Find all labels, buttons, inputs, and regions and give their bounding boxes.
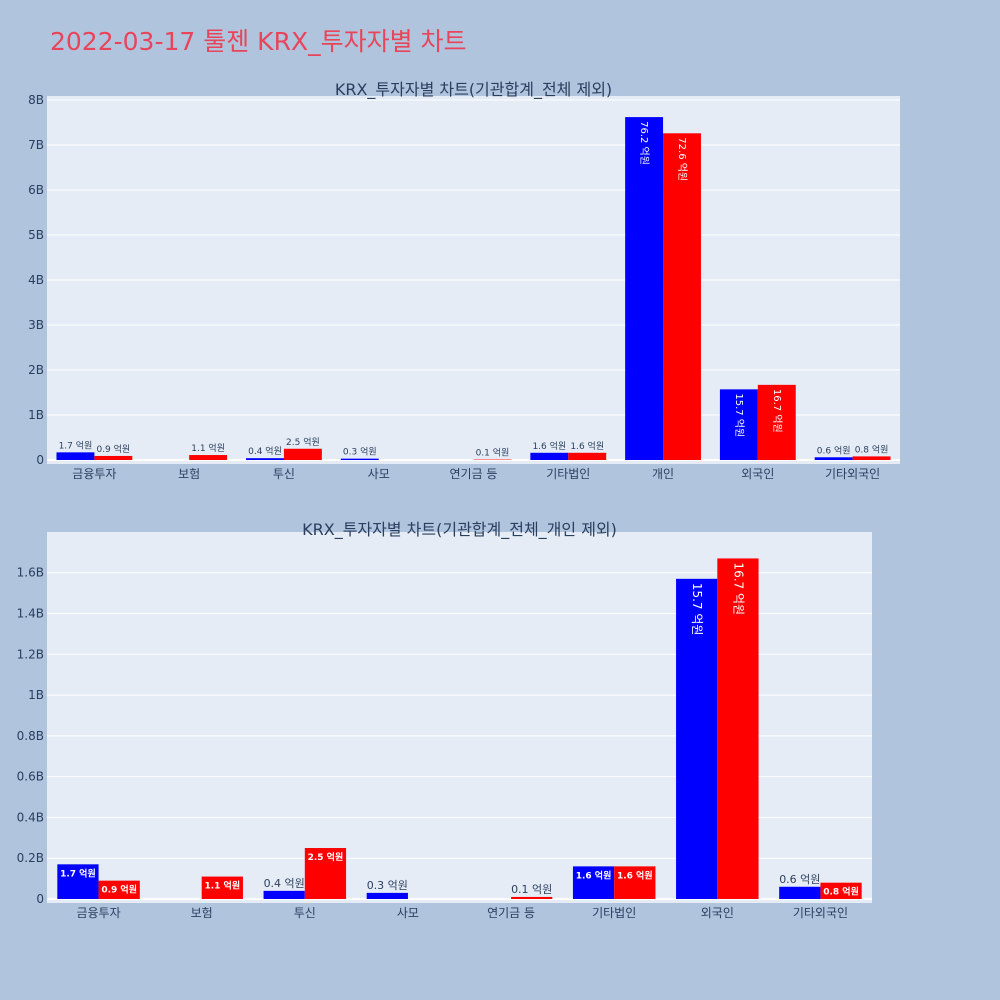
- data-label: 0.3 억원: [343, 446, 377, 458]
- x-tick-label: 기타외국인: [793, 906, 848, 920]
- data-label: 0.1 억원: [476, 447, 510, 459]
- data-label: 0.8 억원: [823, 886, 859, 898]
- bar-buy: [340, 458, 379, 460]
- bar-buy: [56, 452, 95, 460]
- bar-sell: [614, 866, 656, 899]
- bar-sell: [283, 448, 322, 460]
- bar-sell: [189, 455, 228, 460]
- x-tick-label: 외국인: [701, 906, 734, 920]
- bar-sell: [201, 876, 243, 899]
- y-tick-label: 3B: [28, 318, 44, 332]
- bar-sell: [663, 133, 701, 461]
- x-tick-label: 사모: [368, 467, 390, 481]
- data-label: 2.5 억원: [286, 436, 320, 448]
- y-tick-label: 1B: [28, 688, 44, 702]
- y-tick-label: 2B: [28, 363, 44, 377]
- data-label: 0.4 억원: [248, 445, 282, 457]
- x-tick-label: 금융투자: [76, 906, 120, 920]
- x-tick-label: 외국인: [741, 467, 774, 481]
- data-label: 1.6 억원: [570, 440, 604, 452]
- data-label: 1.1 억원: [204, 880, 240, 892]
- y-tick-label: 0.2B: [17, 851, 44, 865]
- data-label: 0.1 억원: [511, 883, 552, 896]
- x-tick-label: 금융투자: [72, 467, 116, 481]
- data-label: 0.9 억원: [101, 884, 137, 896]
- data-label: 1.6 억원: [532, 440, 566, 452]
- bar-buy: [625, 117, 664, 460]
- data-label: 1.6 억원: [617, 869, 653, 881]
- data-label: 72.6 억원: [676, 137, 688, 181]
- y-tick-label: 7B: [28, 138, 44, 152]
- data-label: 15.7 억원: [690, 583, 704, 636]
- bar-buy: [246, 458, 284, 460]
- bar-sell: [94, 455, 133, 460]
- bar-buy: [676, 578, 718, 899]
- bar-buy: [814, 457, 853, 460]
- data-label: 1.7 억원: [60, 867, 96, 879]
- x-tick-label: 보험: [191, 906, 213, 920]
- x-tick-label: 투신: [294, 906, 316, 920]
- data-label: 0.6 억원: [779, 873, 820, 886]
- data-label: 0.6 억원: [817, 444, 851, 456]
- y-tick-label: 0.8B: [17, 729, 44, 743]
- data-label: 1.7 억원: [59, 439, 93, 451]
- data-label: 16.7 억원: [771, 389, 783, 433]
- chart-1: 0 1B 2B 3B 4B 5B 6B 7B 8B KRX_투자자별 차트(기관합계_전체 제외)…: [28, 80, 900, 481]
- data-label: 0.8 억원: [855, 443, 889, 455]
- bar-buy: [530, 452, 569, 460]
- data-label: 0.3 억원: [367, 879, 408, 892]
- bar-sell: [717, 558, 759, 899]
- data-label: 0.4 억원: [264, 877, 305, 890]
- y-tick-label: 0.4B: [17, 810, 44, 824]
- bar-sell: [820, 882, 862, 899]
- x-tick-label: 개인: [652, 467, 674, 481]
- chart-title: KRX_투자자별 차트(기관합계_전체_개인 제외): [302, 520, 617, 540]
- data-label: 0.9 억원: [96, 443, 130, 455]
- bar-sell: [98, 880, 140, 899]
- bar-buy: [366, 892, 408, 899]
- data-label: 1.6 억원: [576, 869, 612, 881]
- bar-sell: [568, 452, 607, 460]
- data-label: 1.1 억원: [191, 442, 225, 454]
- y-tick-label: 1.4B: [17, 606, 44, 620]
- chart-title: KRX_투자자별 차트(기관합계_전체 제외): [335, 80, 612, 100]
- data-label: 16.7 억원: [731, 562, 745, 615]
- y-tick-label: 1.2B: [17, 647, 44, 661]
- x-tick-label: 기타법인: [546, 467, 590, 481]
- bar-buy: [779, 886, 821, 899]
- bar-buy: [719, 389, 758, 460]
- y-tick-label: 1B: [28, 408, 44, 422]
- data-label: 76.2 억원: [638, 121, 650, 165]
- bar-buy: [57, 864, 99, 899]
- x-tick-label: 보험: [178, 467, 200, 481]
- bar-sell: [852, 456, 891, 460]
- y-tick-label: 5B: [28, 228, 44, 242]
- y-tick-label: 1.6B: [17, 566, 44, 580]
- y-tick-label: 0.6B: [17, 770, 44, 784]
- y-tick-label: 8B: [28, 93, 44, 107]
- x-tick-label: 연기금 등: [450, 467, 498, 481]
- x-tick-label: 사모: [397, 906, 419, 920]
- x-tick-label: 기타법인: [592, 906, 636, 920]
- page-title: 2022-03-17 툴젠 KRX_투자자별 차트: [50, 27, 467, 56]
- x-tick-label: 투신: [273, 467, 295, 481]
- y-tick-label: 0: [36, 892, 44, 906]
- y-tick-label: 6B: [28, 183, 44, 197]
- data-label: 15.7 억원: [733, 393, 745, 437]
- bar-buy: [263, 890, 305, 899]
- bar-buy: [572, 866, 615, 899]
- x-tick-label: 연기금 등: [487, 906, 535, 920]
- bar-sell: [304, 848, 347, 899]
- data-label: 2.5 억원: [308, 851, 344, 863]
- chart-2: 0 0.2B 0.4B 0.6B 0.8B 1B 1.2B 1.4B 1.6B KRX_투자자별 …: [17, 520, 872, 920]
- y-tick-label: 0: [36, 453, 44, 467]
- bar-sell: [511, 896, 553, 899]
- bar-sell: [757, 384, 796, 460]
- x-tick-label: 기타외국인: [825, 467, 880, 481]
- y-tick-label: 4B: [28, 273, 44, 287]
